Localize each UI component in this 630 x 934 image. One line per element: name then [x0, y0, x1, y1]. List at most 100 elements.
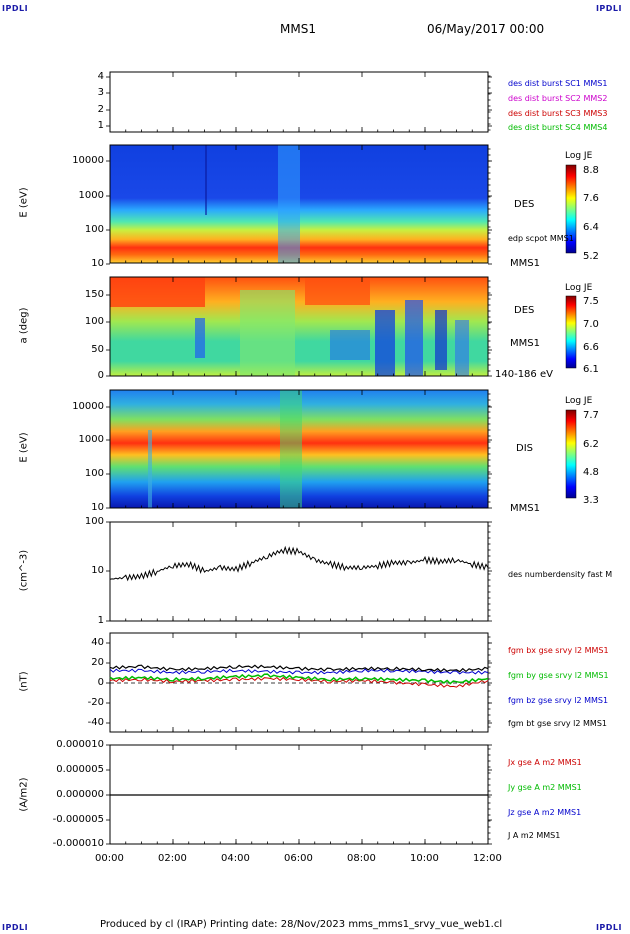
des-energy-overlay-label: edp scpot MMS1: [508, 234, 574, 243]
dis-energy-cb-tick: 4.8: [583, 467, 599, 478]
des-pitch-spacecraft: MMS1: [510, 338, 540, 349]
xtick-label: 08:00: [347, 853, 376, 864]
ytick-label: 1000: [78, 434, 104, 445]
ytick-label: 100: [84, 316, 104, 327]
ytick-label: -20: [87, 697, 104, 708]
ytick-label: 20: [91, 657, 104, 668]
legend-bx: fgm bx gse srvy l2 MMS1: [508, 646, 609, 655]
ytick-label: 10000: [72, 401, 104, 412]
bx-series-line: [109, 676, 489, 688]
dis-energy-colorbar: [565, 409, 577, 499]
ytick-label: 10: [91, 565, 104, 576]
des-energy-spacecraft: MMS1: [510, 258, 540, 269]
pa-feature: [375, 310, 395, 376]
legend-bt: fgm bt gse srvy l2 MMS1: [508, 719, 607, 728]
xtick-label: 02:00: [158, 853, 187, 864]
dis-energy-colorbar-title: Log JE: [565, 396, 593, 406]
pa-feature: [405, 300, 423, 376]
density-series-line: [109, 545, 489, 582]
dis-energy-instrument: DIS: [516, 443, 533, 454]
ytick-label: 0: [97, 677, 104, 688]
panel-burst-frame: [109, 71, 489, 133]
ytick-label: 10: [91, 258, 104, 269]
dis-energy-spacecraft: MMS1: [510, 503, 540, 514]
dis-energy-cb-tick: 7.7: [583, 410, 599, 421]
des-pitch-instrument: DES: [514, 305, 535, 316]
des-pitch-cb-tick: 7.0: [583, 319, 599, 330]
legend-burst-sc1: des dist burst SC1 MMS1: [508, 79, 608, 88]
corner-label-top-left: IPDLI: [2, 4, 29, 13]
ytick-label: 40: [91, 637, 104, 648]
des-pitch-energy-range: 140-186 eV: [495, 369, 553, 380]
panel-current: [109, 744, 489, 845]
footer-text: Produced by cl (IRAP) Printing date: 28/…: [100, 919, 503, 930]
des-pitch-ylabel: a (deg): [18, 307, 30, 344]
xtick-label: 12:00: [473, 853, 502, 864]
legend-jx: Jx gse A m2 MMS1: [508, 758, 582, 767]
legend-by: fgm by gse srvy l2 MMS1: [508, 671, 609, 680]
pa-feature: [305, 277, 370, 305]
density-ylabel: (cm^-3): [18, 549, 30, 592]
des-energy-instrument: DES: [514, 199, 535, 210]
ytick-label: -0.000005: [52, 814, 104, 825]
legend-burst-sc4: des dist burst SC4 MMS4: [508, 123, 608, 132]
ytick-label: 4: [97, 71, 104, 82]
pa-feature: [195, 318, 205, 358]
xtick-label: 06:00: [284, 853, 313, 864]
des-energy-cb-tick: 8.8: [583, 165, 599, 176]
des-pitch-colorbar: [565, 295, 577, 369]
pa-feature: [455, 320, 469, 376]
panel-des-pitch: [109, 276, 577, 377]
ytick-label: -40: [87, 717, 104, 728]
dis-energy-streak: [148, 430, 152, 508]
dis-energy-cb-tick: 6.2: [583, 439, 599, 450]
ytick-label: 10: [91, 502, 104, 513]
bt-series-line: [109, 664, 489, 673]
ytick-label: 100: [84, 468, 104, 479]
legend-burst-sc3: des dist burst SC3 MMS3: [508, 109, 608, 118]
ytick-label: 2: [97, 104, 104, 115]
bfield-ylabel: (nT): [18, 671, 30, 692]
legend-burst-sc2: des dist burst SC2 MMS2: [508, 94, 608, 103]
corner-label-bottom-left: IPDLI: [2, 923, 29, 932]
ytick-label: 100: [84, 516, 104, 527]
ytick-label: 10000: [72, 155, 104, 166]
des-energy-colorbar-title: Log JE: [565, 151, 593, 161]
pa-feature: [110, 277, 205, 307]
corner-label-bottom-right: IPDLI: [595, 923, 622, 932]
des-energy-ylabel: E (eV): [18, 187, 30, 218]
ytick-label: 150: [84, 289, 104, 300]
header-spacecraft: MMS1: [280, 22, 316, 36]
legend-j: J A m2 MMS1: [508, 831, 561, 840]
panel-bfield-frame: [109, 632, 489, 733]
pa-feature: [435, 310, 447, 370]
header-datetime: 06/May/2017 00:00: [427, 22, 545, 36]
panel-des-energy: [109, 144, 577, 264]
ytick-label: 100: [84, 224, 104, 235]
panel-dis-energy: [109, 389, 577, 509]
des-pitch-cb-tick: 6.6: [583, 342, 599, 353]
ytick-label: 50: [91, 344, 104, 355]
des-pitch-cb-tick: 7.5: [583, 296, 599, 307]
des-energy-streak: [205, 145, 207, 215]
pa-feature: [240, 290, 295, 376]
des-pitch-colorbar-title: Log JE: [565, 283, 593, 293]
ytick-label: 0.000005: [56, 764, 104, 775]
des-energy-cb-tick: 7.6: [583, 193, 599, 204]
legend-density: des numberdensity fast M: [508, 570, 613, 579]
corner-label-top-right: IPDLI: [595, 4, 622, 13]
xtick-label: 04:00: [221, 853, 250, 864]
dis-energy-feature: [280, 390, 302, 508]
des-energy-cb-tick: 6.4: [583, 222, 599, 233]
xtick-label: 00:00: [95, 853, 124, 864]
des-pitch-cb-tick: 6.1: [583, 364, 599, 375]
dis-energy-cb-tick: 3.3: [583, 495, 599, 506]
ytick-label: 0.000000: [56, 789, 104, 800]
panel-burst: [109, 71, 489, 133]
current-ylabel: (A/m2): [18, 777, 30, 812]
dis-energy-ylabel: E (eV): [18, 432, 30, 463]
pa-feature: [330, 330, 370, 360]
ytick-label: 1: [97, 120, 104, 131]
ytick-label: 1000: [78, 190, 104, 201]
